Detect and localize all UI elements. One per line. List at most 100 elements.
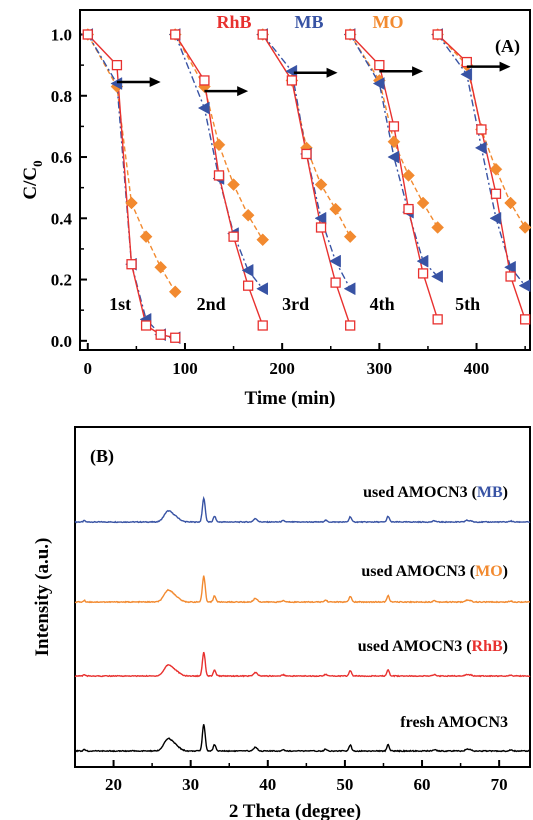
panel-a-ticks: 0 100 200 300 400 0.0 0.2 0.4 0.6 0.8 1.0 (51, 26, 526, 378)
data-point (126, 259, 137, 270)
panel-a-x-tick-label: 300 (367, 359, 393, 378)
panel-a-y-tick-label: 0.8 (51, 87, 72, 106)
panel-b-x-tick-label: 60 (414, 775, 431, 794)
data-point (431, 270, 443, 283)
data-point (197, 101, 210, 115)
trace-label: fresh AMOCN3 (400, 714, 508, 731)
panel-a-x-axis-title: Time (min) (245, 388, 336, 409)
data-point (241, 263, 254, 277)
arrow (293, 67, 338, 78)
data-point (110, 77, 123, 90)
data-point (474, 141, 487, 155)
data-point (285, 64, 298, 78)
data-point (314, 178, 328, 191)
trace-line (74, 651, 531, 678)
data-point (432, 29, 443, 40)
data-point (212, 138, 226, 152)
trace-line (74, 724, 531, 753)
data-point (505, 271, 516, 282)
data-point (461, 56, 472, 68)
trace-line (74, 495, 531, 524)
data-point (257, 320, 268, 331)
legend-mo: MO (373, 12, 404, 32)
data-point (374, 59, 385, 71)
panel-a-frame (79, 9, 531, 351)
panel-a-y-tick-label: 0.0 (51, 332, 72, 351)
panel-a: 0 100 200 300 400 0.0 0.2 0.4 0.6 0.8 1.0 1st 2nd 3r… (20, 9, 532, 409)
data-point (387, 135, 401, 149)
panel-a-series (81, 28, 532, 345)
data-point (345, 320, 356, 331)
data-point (504, 260, 516, 274)
series-line (437, 34, 526, 287)
data-point (402, 169, 415, 182)
data-point (168, 285, 182, 299)
trace: used AMOCN3 (RhB) (74, 638, 531, 678)
panel-a-x-tick-label: 100 (172, 359, 198, 378)
cycle-label: 5th (455, 294, 480, 314)
data-point (256, 282, 268, 296)
data-point (286, 75, 298, 86)
panel-b-label: (B) (90, 446, 114, 467)
panel-a-y-tick-label: 0.2 (51, 271, 72, 290)
panel-a-y-axis-title: C/C0 (20, 160, 45, 199)
data-point (213, 170, 225, 181)
data-point (417, 268, 429, 279)
legend-mb: MB (295, 12, 324, 32)
data-point (518, 279, 531, 293)
data-point (519, 314, 531, 325)
data-point (140, 320, 152, 331)
data-point (241, 208, 255, 222)
panel-b: 20 30 40 50 60 70 used AMOCN3 (MB)used AMOCN3… (32, 426, 531, 820)
panel-a-arrows (116, 61, 511, 97)
panel-b-traces: used AMOCN3 (MB) used AMOCN3 (MO) used AMO… (74, 484, 531, 753)
trace-label: used AMOCN3 (MB) (363, 484, 508, 501)
arrow (204, 86, 249, 97)
arrow-head (237, 86, 249, 97)
data-point (403, 203, 414, 215)
trace-label: used AMOCN3 (RhB) (358, 638, 508, 655)
data-point (125, 196, 138, 210)
data-point (387, 150, 400, 164)
markers-rhb (82, 29, 531, 343)
data-point (139, 230, 153, 244)
data-point (329, 202, 342, 216)
data-point (301, 148, 312, 160)
panel-b-x-axis-title: 2 Theta (degree) (229, 801, 361, 820)
data-point (257, 29, 268, 40)
arrow-head (412, 66, 424, 77)
series-line (262, 34, 351, 326)
data-point (431, 221, 445, 234)
data-point (416, 254, 429, 268)
series-line (174, 34, 264, 290)
data-point (489, 211, 502, 225)
data-point (388, 121, 400, 132)
series-line (87, 34, 176, 293)
data-point (432, 314, 443, 325)
data-point (504, 196, 517, 210)
data-point (242, 280, 254, 291)
data-point (329, 254, 341, 268)
arrow-head (326, 67, 338, 78)
data-point (315, 222, 327, 233)
series-line (87, 34, 176, 339)
trace: fresh AMOCN3 (74, 714, 531, 753)
panel-b-x-tick-label: 50 (336, 775, 353, 794)
arrow-head (149, 76, 161, 87)
series-line (262, 34, 351, 238)
cycle-label: 1st (109, 294, 131, 314)
arrow (466, 61, 511, 72)
trace-label: used AMOCN3 (MO) (361, 563, 508, 580)
panel-b-x-tick-label: 20 (105, 775, 122, 794)
legend-rhb: RhB (216, 12, 251, 32)
series-line (174, 34, 264, 326)
data-point (518, 221, 532, 234)
arrow-head (499, 61, 511, 72)
panel-a-x-tick-label: 400 (464, 359, 490, 378)
data-point (343, 230, 357, 244)
data-point (490, 188, 502, 199)
data-point (256, 233, 270, 247)
data-point (489, 162, 503, 176)
panel-b-ticks: 20 30 40 50 60 70 (74, 760, 508, 794)
